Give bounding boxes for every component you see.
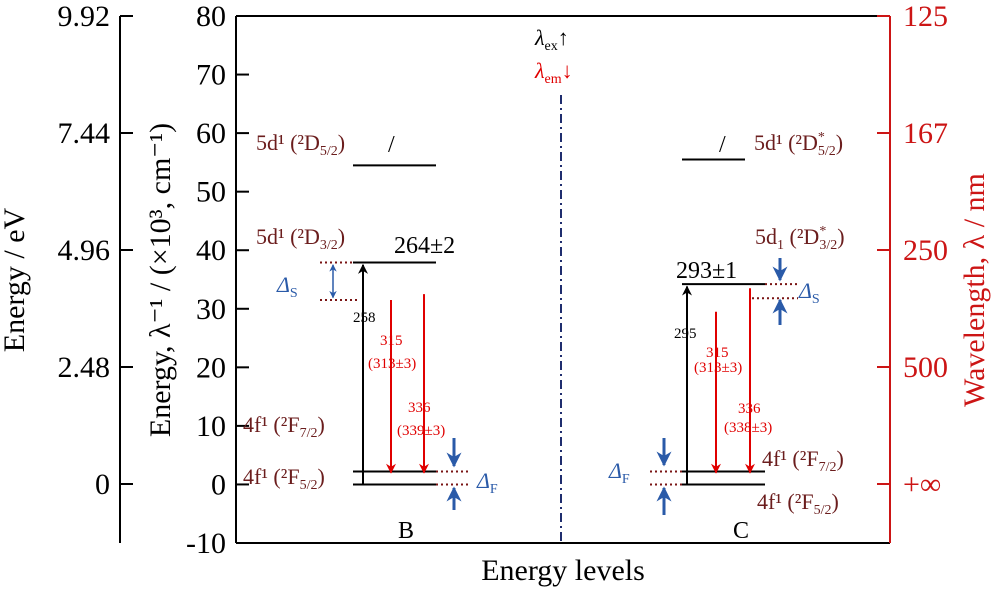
ev-tick-label: 2.48: [58, 351, 111, 384]
term-5d-d32: 5d¹ (²D3/2): [256, 224, 345, 253]
term-4f-f72: 4f¹ (²F7/2): [243, 412, 325, 441]
main-y-tick-label: 0: [211, 468, 226, 501]
term-5d-d52: 5d¹ (²D* 5/2): [754, 130, 843, 159]
wavelength-axis: 125 167 250 500 +∞ Wavelength, λ / nm: [877, 0, 991, 501]
main-y-tick-label: 80: [196, 0, 226, 33]
panel-b: ΔS ΔF 5d¹ (²D5/2) / 5d¹ (²D3/2) 264±2 25…: [243, 130, 498, 544]
level-value: 293±1: [676, 258, 737, 284]
excitation-value: 258: [353, 310, 376, 326]
main-y-ticks: 80 70 60 50 40 30 20 10 0 -10: [186, 0, 249, 560]
wavelength-tick-label: 500: [903, 351, 948, 384]
main-y-tick-label: 40: [196, 234, 226, 267]
main-y-axis-label: Energy, λ⁻¹ / (×10³, cm⁻¹): [144, 123, 177, 437]
emission-value-315: 315: [380, 333, 403, 349]
axis-break-mark: /: [388, 132, 395, 158]
emission-value-336-paren: (338±3): [724, 420, 772, 436]
legend-emission: λem↓: [534, 58, 573, 87]
delta-f-label: ΔF: [476, 468, 498, 497]
main-y-tick-label: -10: [186, 527, 226, 560]
main-y-tick-label: 30: [196, 293, 226, 326]
axis-break-mark: /: [719, 132, 726, 158]
level-value: 264±2: [394, 233, 455, 259]
delta-s-label: ΔS: [798, 278, 820, 307]
emission-value-336: 336: [738, 401, 761, 417]
term-5d-d32: 5d1 (²D* 3/2): [755, 224, 845, 253]
ev-tick-label: 7.44: [58, 117, 111, 150]
legend: λex↑ λem↓: [534, 25, 573, 87]
ev-tick-label: 0: [95, 468, 110, 501]
panel-label-b: B: [398, 518, 414, 544]
term-4f-f72: 4f¹ (²F7/2): [762, 446, 844, 475]
emission-value-315: 315: [706, 345, 729, 361]
emission-value-315-paren: (313±3): [368, 356, 416, 372]
term-4f-f52: 4f¹ (²F5/2): [757, 489, 839, 518]
x-axis-label: Energy levels: [481, 554, 645, 587]
main-y-tick-label: 70: [196, 59, 226, 92]
emission-value-315-paren: (313±3): [694, 360, 742, 376]
delta-s-label: ΔS: [276, 272, 298, 301]
panel-c: ΔS ΔF / 5d¹ (²D* 5/2) 5d1 (²D* 3/2) 293±1 …: [608, 130, 845, 544]
ev-axis-label: Energy / eV: [0, 207, 31, 352]
term-4f-f52: 4f¹ (²F5/2): [243, 464, 325, 493]
ev-tick-label: 4.96: [58, 234, 111, 267]
main-y-tick-label: 20: [196, 351, 226, 384]
legend-excitation: λex↑: [534, 25, 569, 54]
ev-tick-label: 9.92: [58, 0, 111, 33]
panel-label-c: C: [733, 518, 749, 544]
delta-f-label: ΔF: [608, 458, 630, 487]
wavelength-tick-label: 125: [903, 0, 948, 33]
wavelength-tick-label: +∞: [903, 468, 941, 501]
ev-axis: 9.92 7.44 4.96 2.48 0 Energy / eV: [0, 0, 133, 543]
wavelength-axis-label: Wavelength, λ / nm: [958, 173, 991, 407]
wavelength-tick-label: 250: [903, 234, 948, 267]
wavelength-tick-label: 167: [903, 117, 948, 150]
emission-value-336: 336: [408, 400, 431, 416]
main-y-tick-label: 60: [196, 117, 226, 150]
excitation-value: 295: [674, 326, 697, 342]
plot-frame: [235, 15, 891, 544]
term-5d-d52: 5d¹ (²D5/2): [256, 130, 345, 159]
emission-value-336-paren: (339±3): [397, 423, 445, 439]
main-y-tick-label: 50: [196, 176, 226, 209]
main-y-tick-label: 10: [196, 410, 226, 443]
